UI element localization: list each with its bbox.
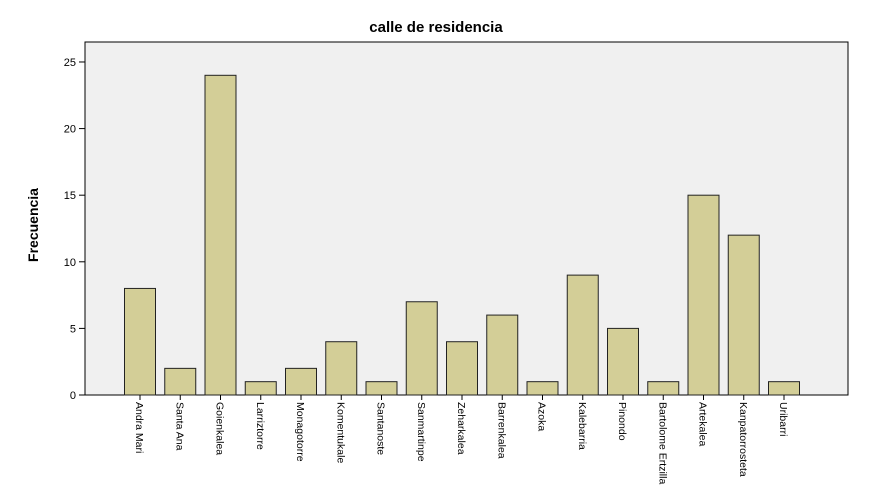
x-tick-label: Kanpatorrosteta <box>737 402 749 477</box>
y-tick-label: 20 <box>64 124 76 136</box>
x-tick-label: Komentukale <box>334 402 346 463</box>
x-tick-label: Sanmartinpe <box>415 402 427 462</box>
bar <box>768 381 800 396</box>
bar <box>244 381 277 396</box>
x-tick-label: Andra Mari <box>133 402 145 453</box>
x-tick-label: Zeharkalea <box>455 402 467 455</box>
x-tick-label: Larriztorre <box>254 402 266 450</box>
chart-title: calle de residencia <box>369 19 503 36</box>
bar <box>325 341 358 396</box>
x-tick-label: Artekalea <box>697 402 709 447</box>
x-tick-label: Barrenkalea <box>495 402 507 459</box>
x-tick-label: Kalebarria <box>576 402 588 450</box>
y-tick-label: 15 <box>64 190 76 202</box>
bar <box>365 381 398 396</box>
x-tick-label: Pinondo <box>616 402 628 441</box>
bar <box>446 341 478 396</box>
x-tick-label: Bartolome Ertzilla <box>656 402 668 484</box>
y-tick-label: 25 <box>64 57 76 69</box>
bar <box>727 234 760 396</box>
bar <box>486 314 519 396</box>
bar <box>647 381 680 396</box>
bar <box>164 367 197 396</box>
y-tick-label: 5 <box>70 323 76 335</box>
bar <box>687 194 720 396</box>
x-tick-label: Santanoste <box>375 402 387 455</box>
bar <box>566 274 599 396</box>
bar <box>124 287 156 396</box>
bar <box>285 367 317 396</box>
bar <box>526 381 559 396</box>
x-tick-label: Uribarri <box>777 402 789 436</box>
bar <box>405 301 438 396</box>
x-tick-label: Santa Ana <box>173 402 185 451</box>
x-tick-label: Monagotorre <box>294 402 306 462</box>
y-tick-label: 0 <box>70 390 76 402</box>
bar <box>607 327 639 396</box>
y-tick-label: 10 <box>64 257 76 269</box>
y-axis-label: Frecuencia <box>25 188 41 262</box>
bar <box>204 74 237 396</box>
x-tick-label: Goienkalea <box>214 402 226 455</box>
x-tick-label: Azoka <box>536 402 548 431</box>
